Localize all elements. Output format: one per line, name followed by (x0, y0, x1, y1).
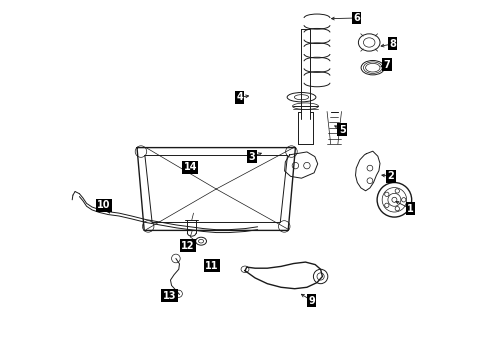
Text: 9: 9 (308, 296, 315, 306)
Text: 8: 8 (389, 39, 396, 49)
Text: 5: 5 (339, 125, 345, 135)
Text: 7: 7 (384, 60, 391, 70)
Text: 3: 3 (249, 152, 256, 162)
Text: 10: 10 (97, 200, 111, 210)
Text: 11: 11 (205, 261, 219, 271)
Text: 6: 6 (353, 13, 360, 23)
Text: 14: 14 (184, 162, 197, 172)
Text: 1: 1 (407, 204, 414, 214)
Text: 4: 4 (236, 92, 243, 102)
Text: 2: 2 (388, 171, 394, 181)
Text: 13: 13 (163, 291, 176, 301)
Text: 12: 12 (181, 240, 195, 251)
